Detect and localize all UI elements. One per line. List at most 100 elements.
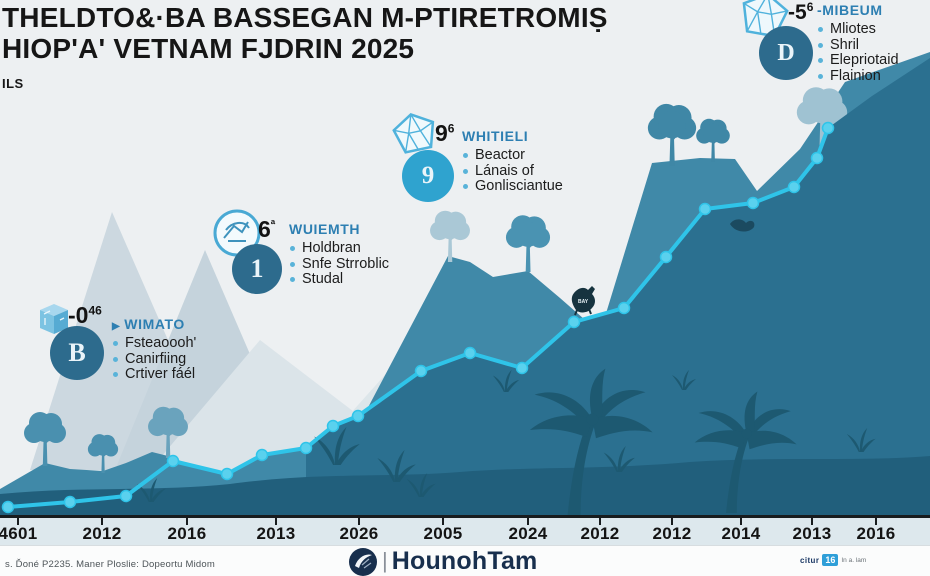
animal-silhouette: BAY	[571, 286, 595, 316]
badge-label: WHITIELI	[462, 128, 529, 144]
axis-tick	[811, 518, 813, 525]
badge-value: -046	[68, 302, 102, 328]
trend-point	[63, 495, 77, 509]
trend-data-points	[1, 121, 835, 514]
x-axis: 4601 2012 2016 2013 2026 2005 2024 2012 2012 2014…	[0, 515, 930, 545]
badge-text: ▶ WIMATO Fsteaoooh' Canirfiing Crtiver fáél	[112, 316, 196, 383]
trend-point	[299, 441, 313, 455]
title-subtitle: ILS	[2, 76, 24, 91]
badge-label: -MIBEUM	[817, 2, 883, 18]
title-line-2: HIOP'A' VETNAM FJDRIN 2025	[2, 33, 415, 64]
trend-point	[659, 250, 673, 264]
x-axis-tick-label: 2016	[167, 524, 207, 543]
source-note: s. Ďoné P2235. Maner Ploslie: Dopeortu M…	[5, 559, 215, 570]
badge-whitieli: 96 9 WHITIELI Beactor Lánais of Gonliscian…	[385, 110, 575, 210]
badge-value: -56	[788, 0, 814, 24]
footer-mini-logo: citur 16 In a. lam	[800, 554, 866, 566]
badge-bullet-list: Fsteaoooh' Canirfiing Crtiver fáél	[112, 335, 196, 383]
badge-bullet-item: Flainion	[817, 68, 899, 85]
axis-tick	[671, 518, 673, 525]
badge-wimato: -046 B ▶ WIMATO Fsteaoooh' Canirfiing Crtiv…	[30, 300, 230, 405]
trend-point	[1, 500, 15, 514]
trend-point	[119, 489, 133, 503]
badge-bullet-item: Holdbran	[289, 240, 389, 257]
front-ridge	[306, 58, 930, 576]
trend-point	[617, 301, 631, 315]
title-block: THELDTO&·BA BASSEGAN M-PTIRETROMIṢ HIOP'…	[2, 2, 702, 91]
badge-bullet-item: Canirfiing	[112, 351, 196, 368]
trend-point	[255, 448, 269, 462]
badge-wuiemth: 6ª 1 WUIEMTH Holdbran Snfe Strroblic Studa…	[210, 206, 395, 301]
axis-tick	[740, 518, 742, 525]
title-line-1: THELDTO&·BA BASSEGAN M-PTIRETROMIṢ	[2, 2, 608, 33]
badge-mibeum: -56 D -MIBEUM Mliotes Shril Elepriotaid Fla…	[715, 0, 930, 95]
badge-circle-letter: 9	[402, 150, 454, 202]
badge-bullet-item: Crtiver fáél	[112, 366, 196, 383]
x-axis-tick-label: 4601	[0, 524, 38, 543]
axis-tick	[101, 518, 103, 525]
trend-point	[515, 361, 529, 375]
badge-value: 96	[435, 120, 455, 146]
trend-point	[414, 364, 428, 378]
brand-logo: | HounohTam	[348, 547, 537, 576]
trend-point	[166, 454, 180, 468]
x-axis-tick-label: 2005	[423, 524, 463, 543]
badge-bullet-item: Gonlisciantue	[462, 178, 563, 195]
brand-emblem-icon	[349, 548, 377, 576]
badge-bullet-item: Mliotes	[817, 21, 899, 38]
animal-label: BAY	[578, 299, 589, 305]
mini-logo-badge: 16	[822, 554, 839, 566]
badge-bullet-item: Shril	[817, 37, 899, 54]
trend-point	[351, 409, 365, 423]
trend-point	[220, 467, 234, 481]
moth-silhouette	[730, 219, 755, 232]
x-axis-tick-label: 2014	[721, 524, 761, 543]
badge-bullet-list: Beactor Lánais of Gonlisciantue	[462, 147, 563, 195]
badge-bullet-item: Fsteaoooh'	[112, 335, 196, 352]
foreground-band	[0, 456, 930, 519]
trend-point	[787, 180, 801, 194]
axis-tick	[275, 518, 277, 525]
mini-logo-caption: In a. lam	[841, 556, 867, 564]
mini-logo-text: citur	[800, 555, 820, 565]
trend-line	[6, 126, 830, 509]
badge-bullet-item: Studal	[289, 271, 389, 288]
badge-text: WHITIELI Beactor Lánais of Gonlisciantue	[462, 128, 563, 195]
gem-icon	[742, 0, 789, 38]
badge-circle-letter: B	[50, 326, 104, 380]
trend-point	[821, 121, 835, 135]
gem-icon	[392, 113, 435, 154]
badge-label: ▶ WIMATO	[112, 316, 185, 332]
axis-tick	[17, 518, 19, 525]
axis-tick	[442, 518, 444, 525]
trend-point	[567, 315, 581, 329]
badge-value: 6ª	[258, 216, 276, 242]
x-axis-tick-label: 2016	[856, 524, 896, 543]
badge-bullet-item: Elepriotaid	[817, 52, 899, 69]
footer: s. Ďoné P2235. Maner Ploslie: Dopeortu M…	[0, 545, 930, 576]
brand-name: HounohTam	[391, 547, 538, 575]
badge-bullet-list: Mliotes Shril Elepriotaid Flainion	[817, 21, 899, 85]
x-axis-tick-label: 2012	[580, 524, 620, 543]
axis-tick	[527, 518, 529, 525]
trend-point	[698, 202, 712, 216]
axis-tick	[186, 518, 188, 525]
x-axis-tick-label: 2026	[339, 524, 379, 543]
x-axis-tick-label: 2013	[792, 524, 832, 543]
x-axis-tick-label: 2013	[256, 524, 296, 543]
sketch-circle-icon	[213, 209, 261, 257]
play-icon: ▶	[112, 321, 121, 332]
x-axis-tick-label: 2012	[82, 524, 122, 543]
trend-point	[463, 346, 477, 360]
badge-circle-letter: D	[759, 26, 813, 80]
badge-bullet-item: Snfe Strroblic	[289, 256, 389, 273]
trend-point	[746, 196, 760, 210]
axis-tick	[358, 518, 360, 525]
trend-point	[326, 419, 340, 433]
badge-circle-letter: 1	[232, 244, 282, 294]
x-axis-tick-label: 2024	[508, 524, 548, 543]
badge-text: -MIBEUM Mliotes Shril Elepriotaid Flainion	[817, 2, 899, 84]
badge-bullet-item: Lánais of	[462, 163, 563, 180]
